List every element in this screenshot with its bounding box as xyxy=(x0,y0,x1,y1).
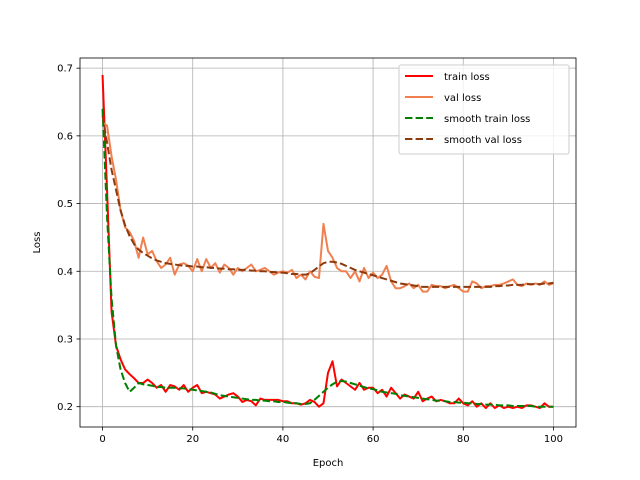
smooth-train-loss-line xyxy=(101,108,554,408)
legend-label: smooth train loss xyxy=(444,114,530,125)
series-layer xyxy=(101,74,554,410)
y-tick-label: 0.4 xyxy=(57,267,73,278)
x-tick-label: 20 xyxy=(186,434,199,445)
legend-label: train loss xyxy=(444,72,490,83)
x-tick-label: 100 xyxy=(544,434,563,445)
y-tick-label: 0.3 xyxy=(57,334,73,345)
x-tick-label: 80 xyxy=(457,434,470,445)
y-axis-label: Loss xyxy=(32,232,43,254)
y-tick-label: 0.7 xyxy=(57,64,73,75)
x-axis-label: Epoch xyxy=(313,458,344,469)
y-tick-label: 0.2 xyxy=(57,402,73,413)
legend-box xyxy=(398,64,570,155)
legend: train loss val loss smooth train loss smoot… xyxy=(398,64,570,155)
x-tick-label: 0 xyxy=(99,434,105,445)
ticks: 0 20 40 60 80 100 0.2 0.3 0.4 0.5 0.6 0.7 xyxy=(57,64,563,445)
smooth-val-loss-line xyxy=(101,115,554,288)
plot-frame xyxy=(79,57,577,428)
y-tick-label: 0.5 xyxy=(57,199,73,210)
legend-label: smooth val loss xyxy=(444,135,522,146)
val-loss-line xyxy=(101,121,554,293)
x-tick-label: 40 xyxy=(277,434,290,445)
train-loss-line xyxy=(101,74,554,410)
legend-label: val loss xyxy=(444,93,481,104)
x-tick-label: 60 xyxy=(367,434,380,445)
y-tick-label: 0.6 xyxy=(57,131,73,142)
